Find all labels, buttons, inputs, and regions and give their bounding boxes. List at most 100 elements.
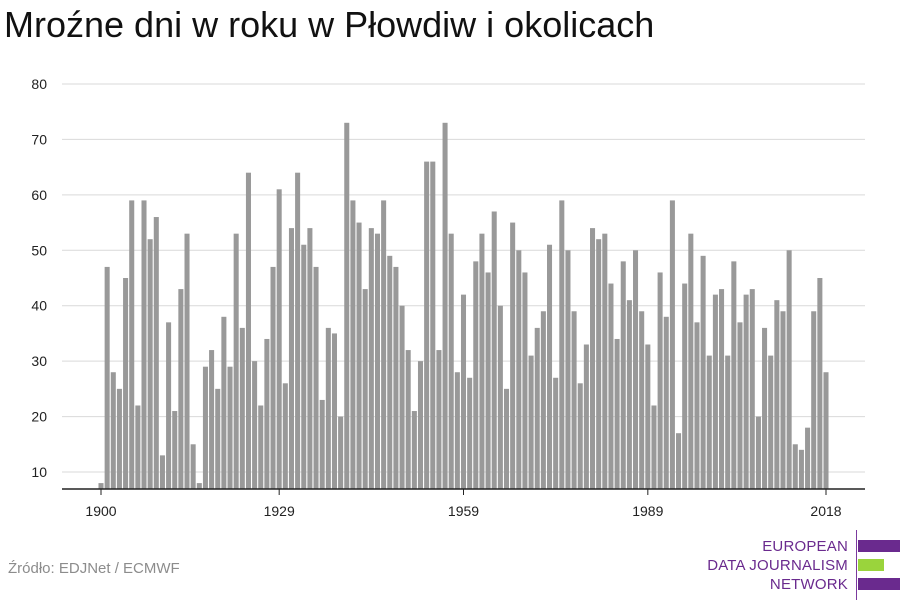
y-axis-labels: 10 20 30 40 50 60 70 80 xyxy=(31,76,47,480)
bar-1939 xyxy=(338,416,344,489)
bar-1981 xyxy=(596,239,602,489)
bar-1937 xyxy=(325,327,331,489)
bar-2010 xyxy=(774,300,780,489)
logo-bar-purple-bottom xyxy=(858,578,900,590)
bar-1993 xyxy=(669,200,675,489)
bar-1986 xyxy=(626,300,632,489)
y-tick-label: 60 xyxy=(31,187,47,203)
bar-1996 xyxy=(688,233,694,489)
bar-1901 xyxy=(104,266,110,489)
bar-1968 xyxy=(516,250,522,489)
bar-1961 xyxy=(473,261,479,489)
x-tick-label: 1989 xyxy=(632,503,663,519)
bar-1934 xyxy=(307,228,313,490)
bar-1945 xyxy=(374,233,380,489)
bar-2011 xyxy=(780,311,786,489)
bar-1925 xyxy=(252,361,258,489)
bar-1963 xyxy=(485,272,491,489)
bar-1966 xyxy=(503,388,510,489)
bar-2005 xyxy=(743,294,749,489)
bar-2014 xyxy=(798,449,804,489)
bar-1965 xyxy=(497,305,503,489)
bar-1997 xyxy=(694,322,700,489)
bar-1922 xyxy=(233,233,239,489)
logo-bar-purple-top xyxy=(858,540,900,552)
bar-1942 xyxy=(356,222,362,489)
bar-1947 xyxy=(387,255,393,489)
logo-bar-green xyxy=(858,559,884,571)
bar-1969 xyxy=(522,272,528,489)
bar-1904 xyxy=(123,278,129,489)
bars xyxy=(98,122,829,490)
source-note: Źródło: EDJNet / ECMWF xyxy=(8,560,180,577)
bar-1924 xyxy=(245,172,251,489)
bar-1946 xyxy=(381,200,387,489)
y-tick-label: 40 xyxy=(31,298,47,314)
y-tick-label: 70 xyxy=(31,131,47,147)
bar-1920 xyxy=(221,316,227,489)
x-axis-labels: 1900 1929 1959 1989 2018 xyxy=(85,489,842,519)
bar-1955 xyxy=(436,350,442,489)
bar-2017 xyxy=(817,278,823,489)
y-tick-label: 30 xyxy=(31,353,47,369)
bar-2006 xyxy=(749,289,755,489)
bar-2001 xyxy=(719,289,725,489)
bar-1908 xyxy=(147,239,153,489)
bar-1902 xyxy=(110,372,116,489)
bar-1931 xyxy=(288,228,294,490)
bar-1959 xyxy=(460,294,467,489)
y-tick-label: 20 xyxy=(31,409,47,425)
bar-1936 xyxy=(319,399,325,489)
bar-2013 xyxy=(792,444,798,489)
bar-1992 xyxy=(663,316,669,489)
bar-2016 xyxy=(811,311,817,489)
bar-2004 xyxy=(737,322,743,489)
bar-1932 xyxy=(295,172,301,489)
bar-1971 xyxy=(534,327,540,489)
bar-1935 xyxy=(313,266,319,489)
bar-1929 xyxy=(276,189,282,489)
chart-title: Mroźne dni w roku w Płowdiw i okolicach xyxy=(4,4,655,45)
bar-1950 xyxy=(405,350,411,489)
bar-1994 xyxy=(676,433,682,489)
bar-2003 xyxy=(731,261,737,489)
bar-1940 xyxy=(344,122,350,490)
bar-1921 xyxy=(227,366,233,489)
bar-chart: 10 20 30 40 50 60 70 80 1900 1929 1959 1989 2018 xyxy=(31,76,865,519)
bar-1960 xyxy=(467,377,473,489)
bar-1954 xyxy=(430,161,436,489)
bar-2007 xyxy=(755,416,761,489)
bar-1928 xyxy=(270,266,276,489)
bar-1918 xyxy=(209,350,215,489)
bar-1933 xyxy=(301,244,307,489)
bar-1980 xyxy=(590,228,596,490)
bar-1970 xyxy=(528,355,534,489)
bar-1984 xyxy=(614,338,620,489)
bar-1982 xyxy=(602,233,608,489)
bar-1926 xyxy=(258,405,264,489)
bar-1943 xyxy=(362,289,368,489)
bar-1956 xyxy=(442,122,448,490)
bar-1951 xyxy=(411,411,417,489)
bar-1964 xyxy=(491,211,497,490)
bar-1972 xyxy=(540,311,546,489)
bar-1916 xyxy=(196,483,202,489)
bar-1978 xyxy=(577,383,583,489)
bar-1938 xyxy=(331,333,337,489)
bar-1900 xyxy=(98,483,104,489)
bar-2000 xyxy=(712,294,718,489)
bar-1983 xyxy=(608,283,614,489)
bar-1906 xyxy=(135,405,141,489)
bar-2008 xyxy=(762,327,768,489)
bar-2012 xyxy=(786,250,792,489)
bar-1958 xyxy=(454,372,460,489)
bar-1907 xyxy=(141,200,147,489)
y-tick-label: 10 xyxy=(31,464,47,480)
x-tick-label: 1900 xyxy=(85,503,116,519)
bar-1905 xyxy=(129,200,135,489)
y-tick-label: 80 xyxy=(31,76,47,92)
x-tick-label: 1929 xyxy=(264,503,295,519)
bar-2018 xyxy=(823,372,829,489)
bar-1985 xyxy=(620,261,626,489)
bar-1930 xyxy=(282,383,288,489)
